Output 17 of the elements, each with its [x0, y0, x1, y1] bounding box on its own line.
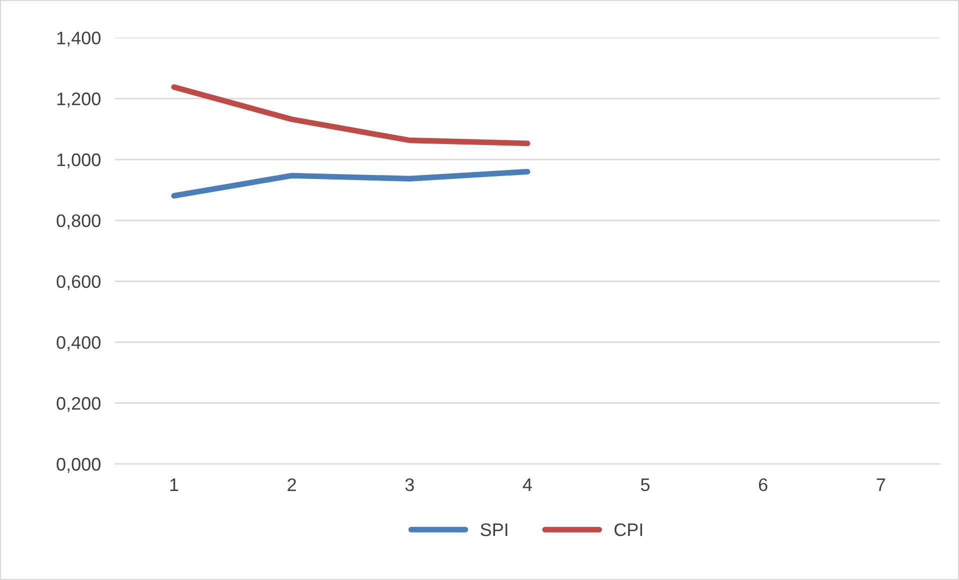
x-tick-label: 4 — [522, 478, 532, 491]
y-tick-label: 0,600 — [56, 275, 100, 290]
legend-label: CPI — [614, 523, 642, 536]
x-tick-label: 7 — [876, 478, 886, 491]
y-tick-label: 0,000 — [56, 458, 100, 473]
legend-label: SPI — [480, 523, 508, 536]
y-tick-label: 1,000 — [57, 153, 100, 168]
y-tick-label: 1,400 — [57, 32, 100, 47]
y-tick-label: 0,200 — [56, 397, 100, 412]
y-tick-label: 1,200 — [57, 92, 100, 108]
x-tick-label: 1 — [170, 478, 178, 491]
x-tick-label: 3 — [405, 478, 414, 492]
x-tick-label: 6 — [758, 478, 768, 492]
y-tick-label: 0,800 — [56, 214, 100, 230]
x-tick-label: 5 — [640, 478, 650, 492]
y-tick-label: 0,400 — [56, 336, 100, 352]
x-tick-label: 2 — [288, 478, 296, 491]
